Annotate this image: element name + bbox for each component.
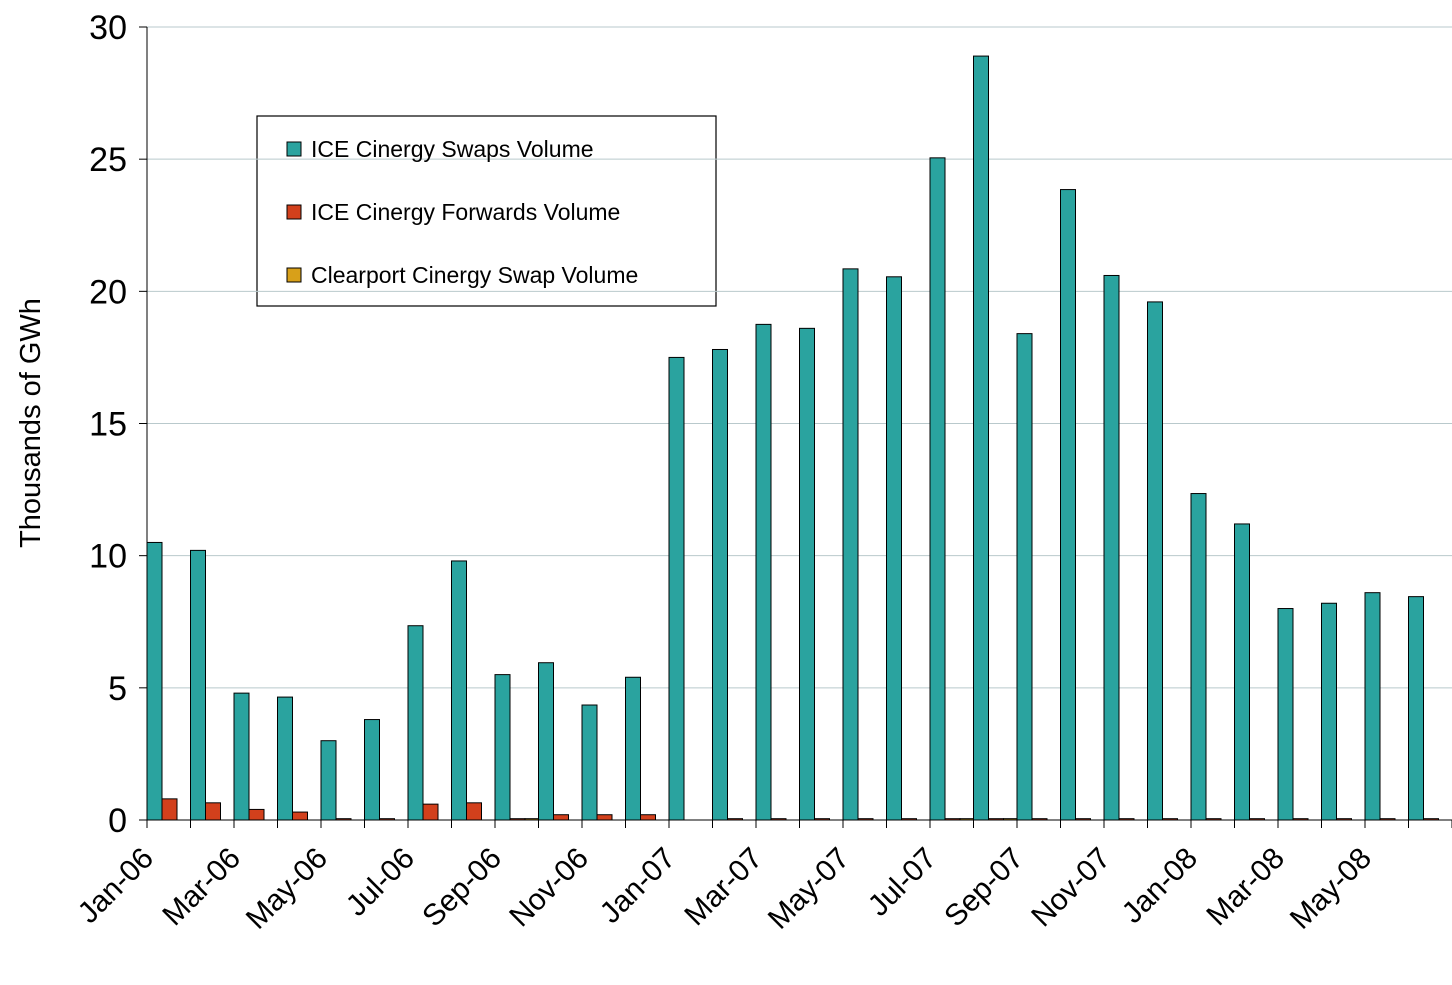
y-tick-label: 5 xyxy=(108,670,127,708)
x-tick-label: Jul-06 xyxy=(340,842,421,923)
bar xyxy=(1234,523,1250,821)
bar xyxy=(959,818,976,821)
x-tick-label: Mar-07 xyxy=(678,842,769,933)
y-tick-label: 30 xyxy=(89,9,127,47)
bar xyxy=(1003,818,1019,821)
bar xyxy=(712,348,728,821)
bar xyxy=(1190,493,1207,821)
bar xyxy=(292,811,308,821)
x-tick-label: Jan-07 xyxy=(594,842,682,930)
bar xyxy=(364,719,380,821)
bar xyxy=(205,802,221,821)
bar xyxy=(668,356,685,821)
legend-swatch xyxy=(286,204,302,220)
bar xyxy=(727,818,743,821)
bar xyxy=(901,818,917,821)
bar xyxy=(494,674,511,821)
bar xyxy=(1292,818,1309,821)
x-tick-label: Nov-07 xyxy=(1025,842,1117,934)
bar xyxy=(538,662,554,821)
bar xyxy=(596,814,613,821)
bar xyxy=(1277,608,1294,821)
x-tick-label: Jan-06 xyxy=(72,842,160,930)
bar xyxy=(248,808,265,821)
legend-swatch xyxy=(286,267,302,283)
legend-label: ICE Cinergy Swaps Volume xyxy=(311,136,594,162)
legend-swatch xyxy=(286,141,302,157)
y-tick-label: 15 xyxy=(89,406,127,444)
bar xyxy=(944,818,961,821)
legend xyxy=(256,115,717,307)
y-tick-label: 20 xyxy=(89,273,127,311)
bar xyxy=(929,157,946,821)
x-tick-label: Sep-06 xyxy=(416,842,508,934)
x-tick-label: Sep-07 xyxy=(938,842,1030,934)
y-tick-label: 25 xyxy=(89,141,127,179)
bar xyxy=(1031,818,1048,821)
bar xyxy=(1103,274,1120,821)
bar xyxy=(161,798,178,821)
x-tick-label: Jul-07 xyxy=(862,842,943,923)
bar xyxy=(988,818,1004,821)
bar xyxy=(466,802,482,821)
x-tick-label: Mar-06 xyxy=(156,842,247,933)
bar xyxy=(886,276,902,821)
x-tick-label: May-07 xyxy=(762,842,856,936)
bar xyxy=(973,55,989,821)
bar xyxy=(755,323,772,821)
bar xyxy=(335,818,352,821)
bar xyxy=(1060,189,1076,821)
x-tick-label: May-06 xyxy=(240,842,334,936)
bar xyxy=(1162,818,1178,821)
bar xyxy=(320,740,337,821)
bar xyxy=(1408,596,1424,821)
bar xyxy=(1205,818,1222,821)
bar xyxy=(509,818,526,821)
bar xyxy=(640,814,656,821)
bar xyxy=(451,560,467,821)
y-axis-label: Thousands of GWh xyxy=(15,298,47,548)
bar xyxy=(1321,602,1337,821)
bar xyxy=(190,549,206,821)
bar xyxy=(799,327,815,821)
bar xyxy=(233,692,250,821)
x-tick-label: Jan-08 xyxy=(1116,842,1204,930)
bar xyxy=(379,818,395,821)
bar xyxy=(581,704,598,821)
bar xyxy=(277,696,293,821)
bar xyxy=(407,625,424,821)
bar xyxy=(814,818,830,821)
y-tick-label: 10 xyxy=(89,538,127,576)
bar xyxy=(422,803,439,821)
legend-label: ICE Cinergy Forwards Volume xyxy=(311,199,620,225)
bar xyxy=(553,814,569,821)
x-tick-label: May-08 xyxy=(1284,842,1378,936)
bar xyxy=(1249,818,1265,821)
bar xyxy=(1075,818,1091,821)
bar xyxy=(1423,818,1439,821)
bar xyxy=(1379,818,1396,821)
legend-label: Clearport Cinergy Swap Volume xyxy=(311,262,638,288)
bar xyxy=(1147,301,1163,821)
bar xyxy=(1118,818,1135,821)
x-tick-label: Nov-06 xyxy=(503,842,595,934)
bar xyxy=(524,818,541,821)
bar xyxy=(1336,818,1352,821)
bar xyxy=(625,676,641,821)
bar xyxy=(146,541,163,821)
y-tick-label: 0 xyxy=(108,802,127,840)
bar xyxy=(770,818,787,821)
bar xyxy=(1016,333,1033,821)
bar xyxy=(842,268,859,821)
x-tick-label: Mar-08 xyxy=(1200,842,1291,933)
bar xyxy=(1364,592,1381,821)
bar xyxy=(857,818,874,821)
